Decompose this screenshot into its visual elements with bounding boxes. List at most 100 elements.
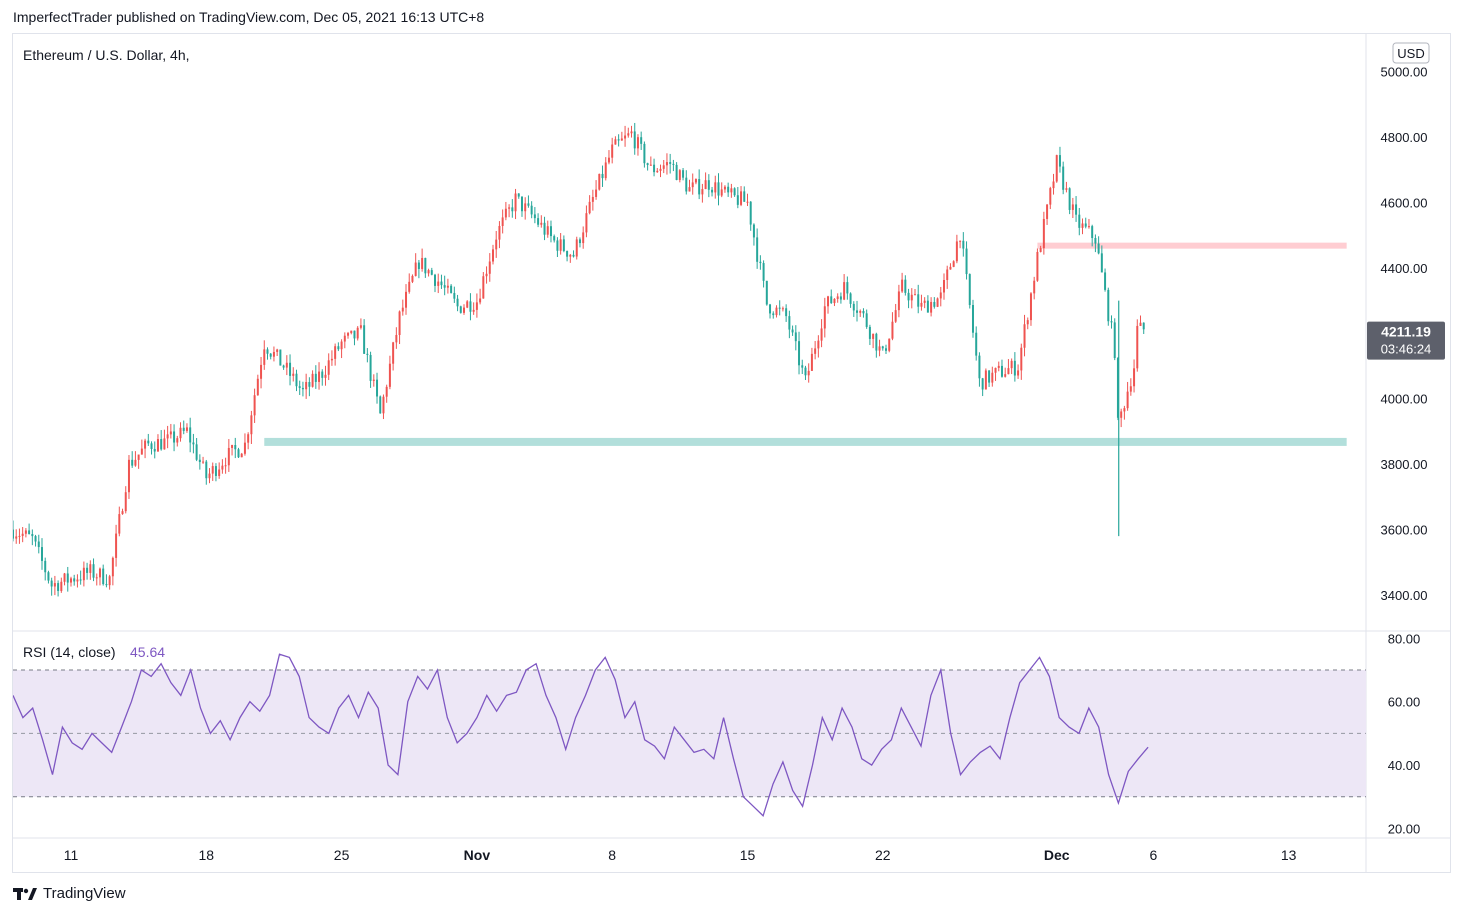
candle-body [933,301,936,307]
rsi-title: RSI (14, close) [23,644,116,660]
candle-body [827,296,830,307]
resistance-zone[interactable] [1037,242,1347,249]
candle-body [798,341,801,366]
candle-body [656,170,659,173]
rsi-axis[interactable]: 80.00 60.00 40.00 20.00 [1388,631,1421,836]
candle-body [343,335,346,342]
candle-body [823,306,826,329]
footer-brand[interactable]: TradingView [13,885,126,902]
candle-body [388,363,391,387]
chart-canvas[interactable]: 5000.004800.004600.004400.004200.004000.… [13,34,1450,872]
candle-body [852,303,855,311]
candle-body [414,262,417,276]
candle-body [939,292,942,299]
candle-body [962,240,965,249]
candle-body [1104,272,1107,290]
symbol-title: Ethereum / U.S. Dollar, 4h, [23,47,190,63]
candle-body [711,189,714,193]
candle-body [1052,181,1055,189]
rsi-tick-label: 80.00 [1388,631,1421,646]
candle-body [514,193,517,212]
candle-body [527,203,530,206]
candle-body [192,442,195,445]
candle-body [946,269,949,281]
candle-body [1000,365,1003,377]
currency-button[interactable]: USD [1392,42,1430,64]
candle-body [347,333,350,336]
candle-body [904,279,907,293]
candle-body [202,461,205,463]
candle-body [417,262,420,269]
candle-body [176,438,179,443]
candle-body [752,224,755,238]
candle-body [582,232,585,244]
candle-body [472,309,475,312]
candle-body [1010,360,1013,369]
candle-body [749,201,752,225]
candle-body [379,396,382,414]
candle-body [543,222,546,235]
candle-body [469,301,472,312]
candle-body [111,557,114,577]
support-zone[interactable] [264,437,1347,446]
candle-body [530,205,533,215]
candle-body [60,581,63,591]
candle-body [150,443,153,449]
candle-body [1078,214,1081,228]
candle-body [698,179,701,195]
candle-body [163,438,166,450]
candle-body [53,583,56,587]
candle-body [356,327,359,339]
candle-body [910,294,913,301]
candle-body [63,573,66,582]
candle-body [153,448,156,452]
candle-body [57,583,60,591]
candle-body [682,170,685,178]
candle-body [218,469,221,476]
time-tick-label: Dec [1044,847,1070,863]
candle-body [98,568,101,578]
candle-body [907,292,910,301]
candle-body [208,473,211,479]
candle-body [601,173,604,179]
last-price-label: 4211.19 [1381,324,1431,340]
candle-body [730,188,733,193]
candle-body [1049,188,1052,205]
time-axis[interactable]: 11 18 25 Nov 8 15 22 Dec 6 13 [64,847,1297,863]
candle-body [839,296,842,300]
candle-body [659,168,662,171]
price-tick-label: 4800.00 [1381,130,1428,145]
candle-body [437,281,440,286]
candle-body [672,163,675,165]
candle-body [1116,358,1119,418]
candle-body [198,459,201,463]
candle-body [569,254,572,257]
candle-body [971,304,974,333]
candle-body [669,162,672,164]
candle-body [585,213,588,233]
candle-body [76,579,79,582]
candle-body [1023,324,1026,348]
price-tick-label: 4600.00 [1381,195,1428,210]
publish-header: ImperfectTrader published on TradingView… [13,9,485,25]
candle-body [894,310,897,322]
candle-body [40,547,43,561]
candle-body [144,440,147,449]
time-tick-label: 11 [64,847,79,863]
candle-body [1004,374,1007,377]
candle-body [50,580,53,587]
candle-body [885,348,888,351]
candle-body [279,349,282,366]
candle-body [524,203,527,212]
candle-body [553,236,556,241]
candle-body [31,534,34,537]
candle-body [788,316,791,330]
candle-body [82,567,85,581]
candle-body [498,225,501,240]
candle-body [775,307,778,316]
tradingview-logo-icon [13,887,37,900]
candle-body [727,186,730,193]
candle-body [643,143,646,164]
candle-body [195,444,198,460]
candle-body [1062,166,1065,190]
